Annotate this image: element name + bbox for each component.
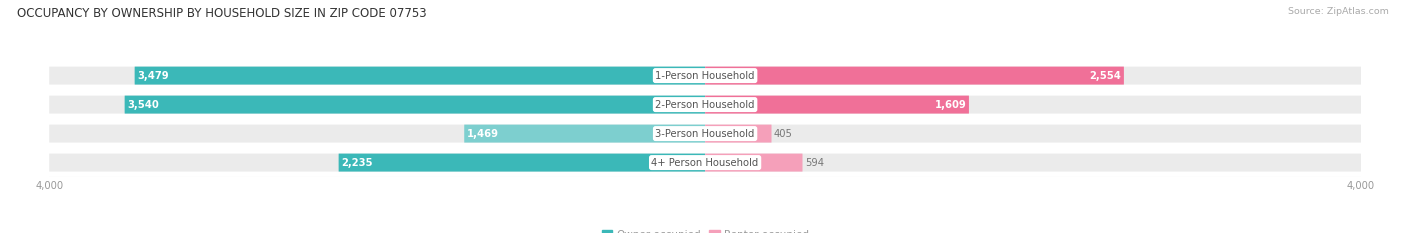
Legend: Owner-occupied, Renter-occupied: Owner-occupied, Renter-occupied — [602, 230, 808, 233]
Text: 405: 405 — [773, 129, 793, 139]
FancyBboxPatch shape — [135, 67, 706, 85]
Text: 3,540: 3,540 — [127, 99, 159, 110]
FancyBboxPatch shape — [339, 154, 706, 171]
Text: 594: 594 — [806, 158, 824, 168]
Text: 3,479: 3,479 — [138, 71, 169, 81]
FancyBboxPatch shape — [706, 67, 1123, 85]
Text: 2,554: 2,554 — [1090, 71, 1122, 81]
Text: 4+ Person Household: 4+ Person Household — [651, 158, 759, 168]
Text: 1,469: 1,469 — [467, 129, 499, 139]
Text: OCCUPANCY BY OWNERSHIP BY HOUSEHOLD SIZE IN ZIP CODE 07753: OCCUPANCY BY OWNERSHIP BY HOUSEHOLD SIZE… — [17, 7, 426, 20]
FancyBboxPatch shape — [464, 125, 706, 143]
FancyBboxPatch shape — [49, 154, 1361, 171]
Text: Source: ZipAtlas.com: Source: ZipAtlas.com — [1288, 7, 1389, 16]
FancyBboxPatch shape — [49, 96, 1361, 113]
Text: 3-Person Household: 3-Person Household — [655, 129, 755, 139]
FancyBboxPatch shape — [49, 67, 1361, 85]
FancyBboxPatch shape — [49, 125, 1361, 143]
FancyBboxPatch shape — [706, 154, 803, 171]
Text: 2-Person Household: 2-Person Household — [655, 99, 755, 110]
Text: 1,609: 1,609 — [935, 99, 966, 110]
Text: 1-Person Household: 1-Person Household — [655, 71, 755, 81]
Text: 2,235: 2,235 — [342, 158, 373, 168]
FancyBboxPatch shape — [706, 96, 969, 113]
FancyBboxPatch shape — [706, 125, 772, 143]
FancyBboxPatch shape — [125, 96, 706, 113]
